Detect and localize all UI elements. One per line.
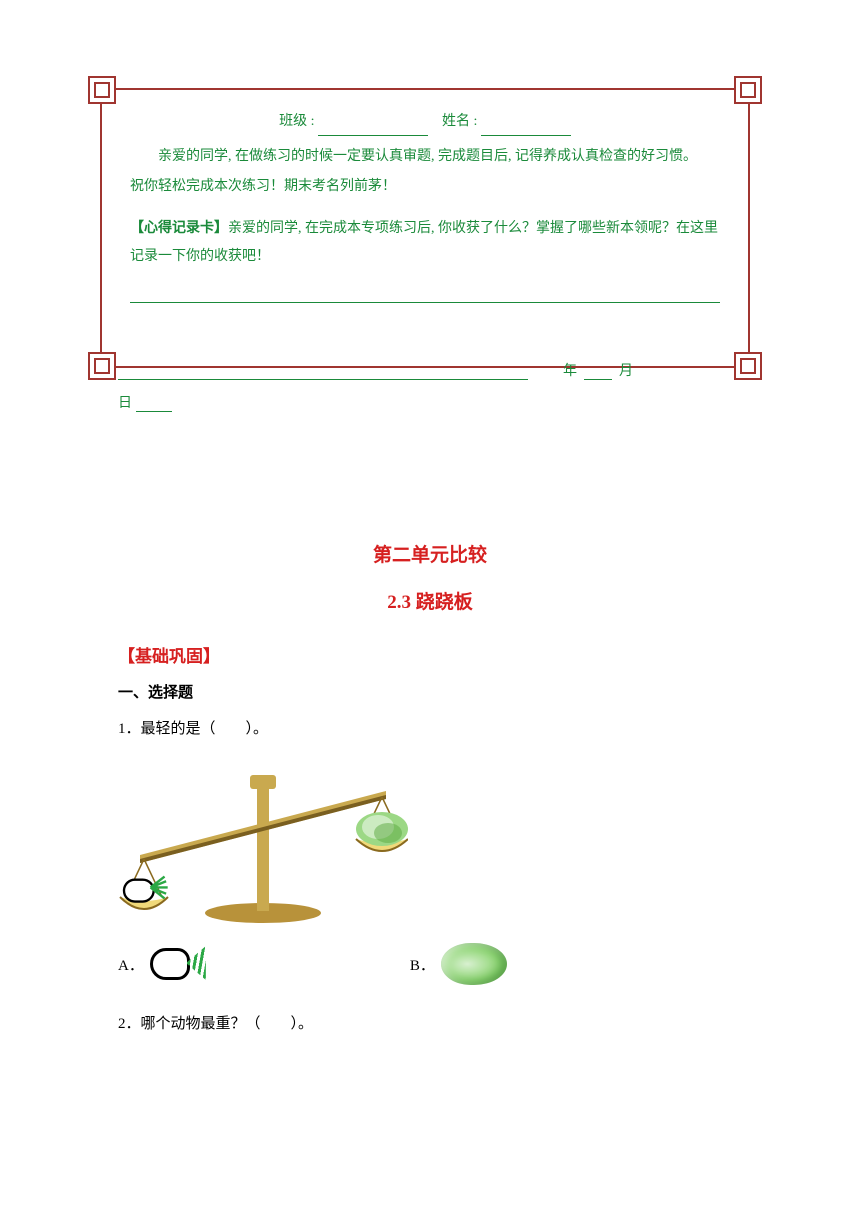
class-label: 班级 : — [279, 114, 314, 129]
intro-text: 亲爱的同学, 在做练习的时候一定要认真审题, 完成题目后, 记得养成认真检查的好… — [130, 142, 720, 173]
name-label: 姓名 : — [442, 114, 477, 129]
year-label: 年 — [563, 364, 577, 379]
balance-scale-icon — [118, 755, 408, 925]
sub-title: 2.3 跷跷板 — [118, 587, 742, 614]
notes-title: 【心得记录卡】 — [130, 221, 228, 236]
balance-scale-figure — [118, 755, 408, 925]
scale-post — [257, 785, 269, 911]
day-row: 日 — [118, 392, 172, 412]
option-b-label: B． — [410, 954, 435, 975]
content-area: 第二单元比较 2.3 跷跷板 【基础巩固】 一、选择题 1．最轻的是（ ）。 — [118, 540, 742, 1050]
cabbage-on-scale-icon — [356, 812, 408, 846]
option-a-label: A． — [118, 954, 144, 975]
options-row-q1: A． B． — [118, 943, 742, 985]
notes-underline[interactable] — [130, 281, 720, 303]
month-label: 月 — [619, 364, 633, 379]
corner-ornament — [88, 76, 116, 104]
scale-pivot — [250, 775, 276, 789]
date-long-blank[interactable] — [118, 366, 528, 380]
month-blank[interactable] — [584, 366, 612, 380]
cabbage-icon[interactable] — [441, 943, 507, 985]
day-blank[interactable] — [136, 398, 172, 412]
question-1: 1．最轻的是（ ）。 — [118, 716, 742, 743]
wish-text: 祝你轻松完成本次练习！期末考名列前茅！ — [130, 173, 720, 201]
day-label: 日 — [118, 396, 132, 411]
name-blank[interactable] — [481, 120, 571, 136]
radish-on-scale-icon — [124, 877, 168, 902]
frame-content: 班级 : 姓名 : 亲爱的同学, 在做练习的时候一定要认真审题, 完成题目后, … — [102, 90, 748, 321]
section-header: 【基础巩固】 — [118, 642, 742, 667]
question-type: 一、选择题 — [118, 681, 742, 702]
class-blank[interactable] — [318, 120, 428, 136]
notes-box: 【心得记录卡】亲爱的同学, 在完成本专项练习后, 你收获了什么？掌握了哪些新本领… — [130, 215, 720, 273]
header-line: 班级 : 姓名 : — [130, 108, 720, 136]
corner-ornament — [88, 352, 116, 380]
date-row: 年 月 — [118, 360, 758, 380]
question-2: 2．哪个动物最重？（ ）。 — [118, 1011, 742, 1038]
radish-icon[interactable] — [150, 944, 210, 984]
decorative-frame: 班级 : 姓名 : 亲爱的同学, 在做练习的时候一定要认真审题, 完成题目后, … — [100, 88, 750, 368]
corner-ornament — [734, 76, 762, 104]
unit-title: 第二单元比较 — [118, 540, 742, 567]
